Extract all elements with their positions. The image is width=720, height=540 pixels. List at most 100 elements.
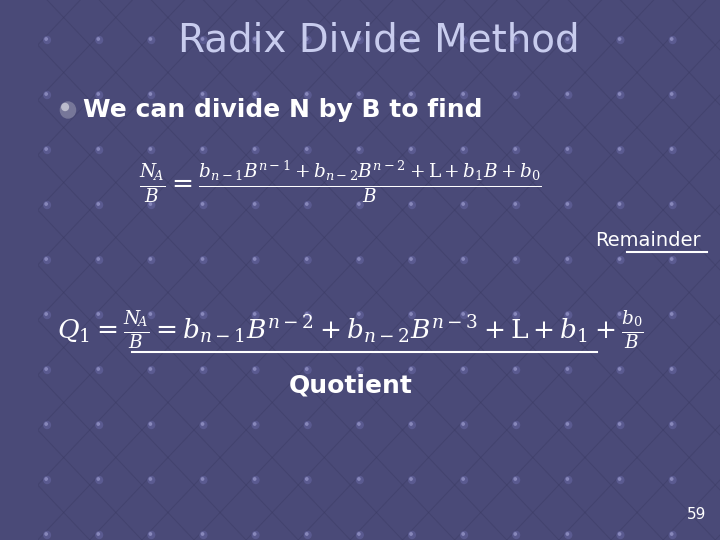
Circle shape xyxy=(461,312,467,319)
Circle shape xyxy=(305,146,311,153)
Circle shape xyxy=(565,422,572,429)
Circle shape xyxy=(305,367,311,374)
Circle shape xyxy=(252,91,259,98)
Circle shape xyxy=(253,93,256,95)
Circle shape xyxy=(514,533,516,535)
Circle shape xyxy=(200,367,207,374)
Circle shape xyxy=(200,146,207,153)
Circle shape xyxy=(96,312,102,319)
Circle shape xyxy=(44,256,50,264)
Circle shape xyxy=(565,476,572,483)
Circle shape xyxy=(252,367,259,374)
Circle shape xyxy=(617,201,624,208)
Circle shape xyxy=(566,478,569,480)
Circle shape xyxy=(45,93,48,95)
Circle shape xyxy=(149,93,151,95)
Text: Remainder: Remainder xyxy=(595,231,701,249)
Circle shape xyxy=(305,201,311,208)
Circle shape xyxy=(670,533,672,535)
Circle shape xyxy=(253,368,256,370)
Circle shape xyxy=(44,367,50,374)
Circle shape xyxy=(618,258,621,260)
Circle shape xyxy=(670,423,672,425)
Circle shape xyxy=(566,203,569,205)
Circle shape xyxy=(252,37,259,44)
Circle shape xyxy=(670,478,672,480)
Circle shape xyxy=(618,368,621,370)
Circle shape xyxy=(96,367,102,374)
Circle shape xyxy=(358,148,360,150)
Circle shape xyxy=(513,201,520,208)
Circle shape xyxy=(306,258,308,260)
Circle shape xyxy=(617,531,624,538)
Circle shape xyxy=(356,531,363,538)
Circle shape xyxy=(565,531,572,538)
Circle shape xyxy=(358,368,360,370)
Circle shape xyxy=(566,258,569,260)
Circle shape xyxy=(513,422,520,429)
Circle shape xyxy=(410,313,412,315)
Circle shape xyxy=(461,201,467,208)
Circle shape xyxy=(356,256,363,264)
Circle shape xyxy=(97,148,99,150)
Circle shape xyxy=(200,531,207,538)
Circle shape xyxy=(618,203,621,205)
Circle shape xyxy=(409,476,415,483)
Circle shape xyxy=(670,256,676,264)
Text: 59: 59 xyxy=(688,507,707,522)
Circle shape xyxy=(200,256,207,264)
Circle shape xyxy=(514,203,516,205)
Circle shape xyxy=(253,258,256,260)
Circle shape xyxy=(149,478,151,480)
Circle shape xyxy=(410,93,412,95)
Circle shape xyxy=(356,37,363,44)
Circle shape xyxy=(253,38,256,40)
Circle shape xyxy=(45,38,48,40)
Text: We can divide N by B to find: We can divide N by B to find xyxy=(83,98,482,122)
Circle shape xyxy=(670,258,672,260)
Circle shape xyxy=(45,478,48,480)
Text: $Q_1 = \frac{N_{\!A}}{B} = b_{n-1}B^{n-2} + b_{n-2}B^{n-3} + \mathrm{L} + b_1 + : $Q_1 = \frac{N_{\!A}}{B} = b_{n-1}B^{n-2… xyxy=(57,309,644,351)
Circle shape xyxy=(306,38,308,40)
Circle shape xyxy=(462,533,464,535)
Circle shape xyxy=(202,203,204,205)
Circle shape xyxy=(513,91,520,98)
Circle shape xyxy=(617,256,624,264)
Circle shape xyxy=(253,423,256,425)
Circle shape xyxy=(514,93,516,95)
Circle shape xyxy=(565,312,572,319)
Circle shape xyxy=(670,38,672,40)
Circle shape xyxy=(513,312,520,319)
Circle shape xyxy=(410,258,412,260)
Circle shape xyxy=(97,423,99,425)
Circle shape xyxy=(358,203,360,205)
Circle shape xyxy=(513,476,520,483)
Circle shape xyxy=(513,367,520,374)
Circle shape xyxy=(148,312,155,319)
Circle shape xyxy=(202,313,204,315)
Circle shape xyxy=(97,478,99,480)
Circle shape xyxy=(306,478,308,480)
Circle shape xyxy=(148,37,155,44)
Circle shape xyxy=(410,38,412,40)
Circle shape xyxy=(670,91,676,98)
Circle shape xyxy=(45,423,48,425)
Circle shape xyxy=(97,533,99,535)
Circle shape xyxy=(148,146,155,153)
Circle shape xyxy=(358,533,360,535)
Circle shape xyxy=(356,146,363,153)
Circle shape xyxy=(565,201,572,208)
Circle shape xyxy=(44,312,50,319)
Circle shape xyxy=(306,203,308,205)
Circle shape xyxy=(514,423,516,425)
Circle shape xyxy=(96,531,102,538)
Circle shape xyxy=(252,201,259,208)
Circle shape xyxy=(670,368,672,370)
Circle shape xyxy=(252,476,259,483)
Circle shape xyxy=(514,478,516,480)
Circle shape xyxy=(253,533,256,535)
Circle shape xyxy=(565,37,572,44)
Circle shape xyxy=(461,367,467,374)
Circle shape xyxy=(461,37,467,44)
Circle shape xyxy=(409,91,415,98)
